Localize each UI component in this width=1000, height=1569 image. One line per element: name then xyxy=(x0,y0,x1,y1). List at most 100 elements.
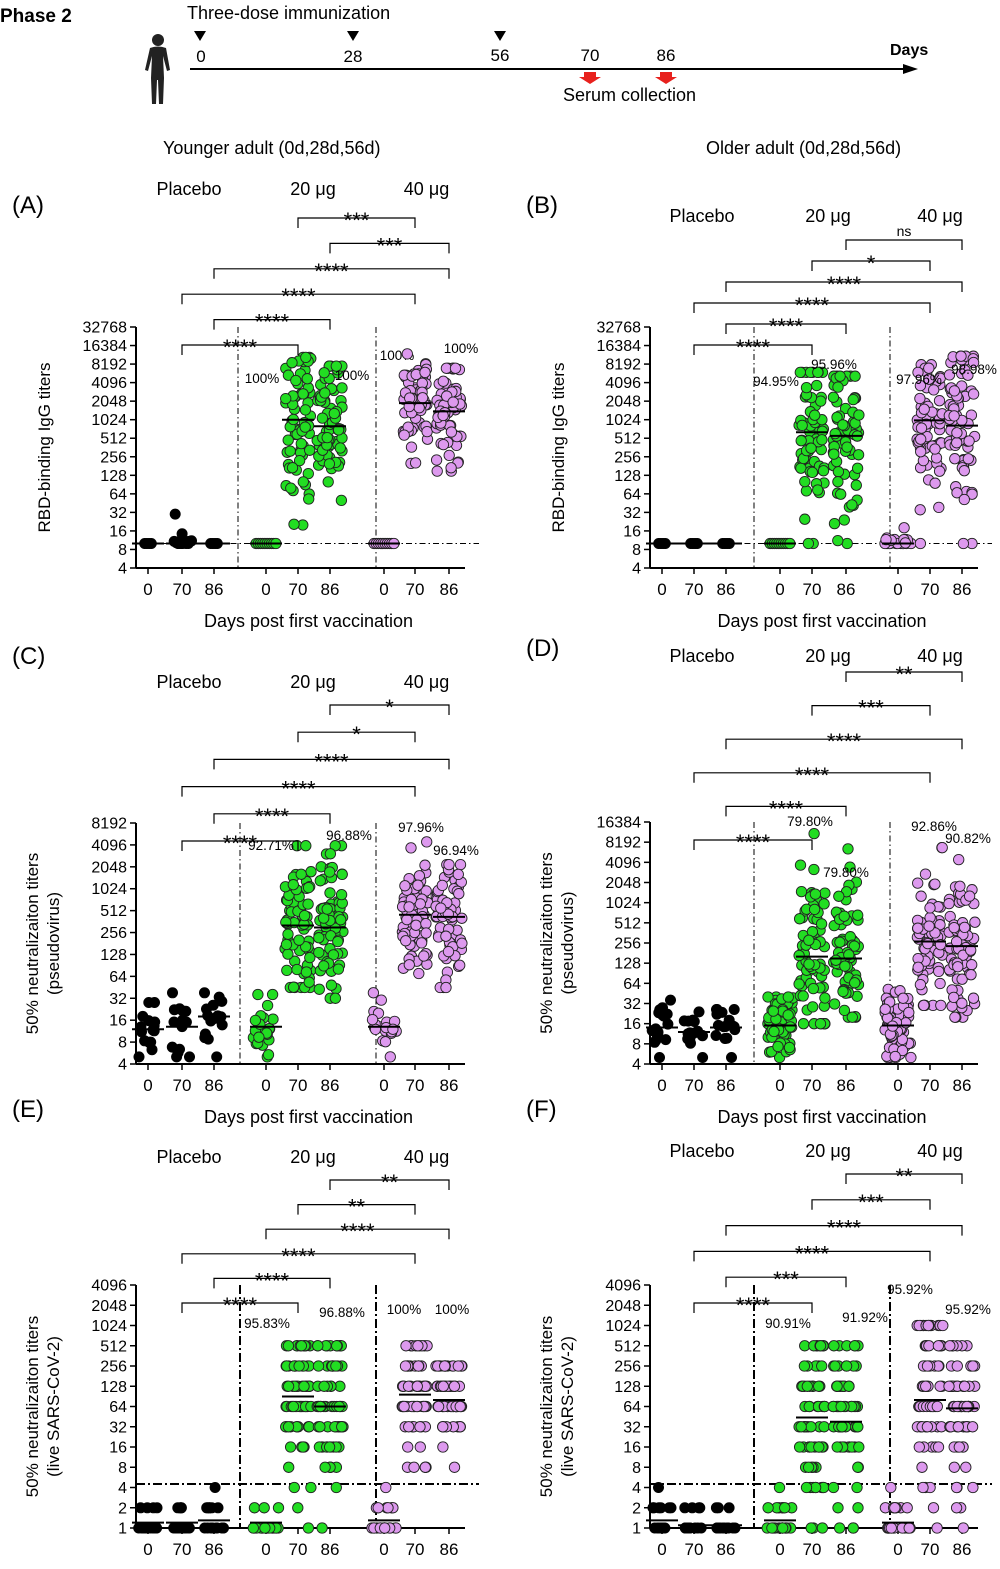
data-point xyxy=(330,1360,342,1372)
data-point xyxy=(943,897,955,910)
y-tick-label: 4096 xyxy=(91,837,127,854)
bracket-line xyxy=(725,1276,847,1288)
panel-label: (E) xyxy=(12,1096,44,1123)
bracket-line xyxy=(297,731,416,743)
data-point xyxy=(837,419,849,431)
data-point xyxy=(209,1012,221,1024)
significance-label: **** xyxy=(223,831,258,856)
data-series xyxy=(710,1003,742,1064)
data-point xyxy=(819,992,831,1004)
data-point xyxy=(935,999,947,1012)
data-point xyxy=(413,870,426,882)
data-series xyxy=(761,1481,798,1534)
data-point xyxy=(948,385,961,397)
seroconversion-rate-label: 79.80% xyxy=(787,814,833,829)
data-point xyxy=(282,434,294,446)
bracket-line xyxy=(725,805,847,817)
seroconversion-rate-label: 100% xyxy=(387,1302,422,1317)
data-series: 79.80% xyxy=(823,843,869,1023)
data-point xyxy=(174,1043,186,1055)
y-axis-title: 50% neutralizaiton titers xyxy=(23,1316,42,1497)
data-point xyxy=(806,466,818,479)
data-point xyxy=(768,1025,780,1038)
seroconversion-rate-label: 92.71% xyxy=(248,838,294,853)
data-point xyxy=(832,1502,844,1514)
y-tick-label: 8192 xyxy=(605,357,641,374)
y-tick-label: 256 xyxy=(614,936,641,953)
x-tick-label: 0 xyxy=(261,1540,270,1559)
data-point xyxy=(367,987,380,999)
data-point xyxy=(831,1441,843,1453)
data-point xyxy=(853,1441,865,1453)
data-point xyxy=(831,1380,843,1392)
x-tick-label: 86 xyxy=(440,1076,459,1095)
y-tick-label: 16 xyxy=(623,1016,641,1033)
data-series xyxy=(366,987,402,1063)
y-tick-label: 128 xyxy=(100,947,127,964)
data-point xyxy=(843,1380,855,1392)
data-point xyxy=(321,903,333,915)
data-point xyxy=(944,1340,956,1352)
data-point xyxy=(795,435,807,447)
significance-bracket: *** xyxy=(297,208,416,233)
data-point xyxy=(660,1034,672,1046)
data-point xyxy=(300,966,313,978)
group-label: 40 μg xyxy=(404,1147,449,1167)
bracket-line xyxy=(213,758,450,770)
significance-bracket: **** xyxy=(693,293,931,318)
data-point xyxy=(416,392,429,404)
data-point xyxy=(848,940,860,952)
data-point xyxy=(297,476,309,488)
significance-label: **** xyxy=(223,335,258,360)
data-point xyxy=(897,992,909,1004)
data-point xyxy=(847,393,859,406)
data-point xyxy=(298,909,311,922)
data-point xyxy=(901,1502,913,1514)
data-point xyxy=(834,936,846,948)
data-point xyxy=(803,958,815,970)
data-point xyxy=(948,410,960,422)
data-point xyxy=(400,1340,412,1352)
significance-label: * xyxy=(867,251,876,276)
data-point xyxy=(917,1481,929,1494)
data-point xyxy=(912,961,924,973)
data-point xyxy=(794,859,807,871)
data-point xyxy=(440,930,452,942)
significance-label: **** xyxy=(736,335,771,360)
data-point xyxy=(147,1502,159,1514)
y-tick-label: 512 xyxy=(614,915,641,932)
data-point xyxy=(432,1400,445,1413)
data-point xyxy=(431,465,443,477)
x-tick-label: 70 xyxy=(921,1076,940,1095)
bracket-line xyxy=(181,344,299,355)
data-point xyxy=(252,988,264,1001)
data-point xyxy=(287,879,299,891)
data-point xyxy=(835,1400,847,1413)
significance-label: *** xyxy=(858,696,884,721)
data-point xyxy=(843,949,855,961)
data-point xyxy=(410,919,422,931)
panel-e: (E) Placebo 20 μg 40 μg 1 2 4 8 16 32 64 128 256 512 1… xyxy=(12,1096,479,1559)
data-point xyxy=(409,457,422,469)
significance-bracket: **** xyxy=(693,335,813,360)
x-tick-label: 70 xyxy=(406,580,425,599)
data-point xyxy=(838,910,850,922)
x-tick-label: 86 xyxy=(837,1076,856,1095)
y-tick-label: 256 xyxy=(100,925,127,942)
y-tick-label: 8192 xyxy=(605,835,641,852)
group-label: 40 μg xyxy=(404,672,449,692)
seroconversion-rate-label: 100% xyxy=(335,368,370,383)
data-point xyxy=(793,949,805,962)
data-point xyxy=(915,446,927,458)
data-point xyxy=(302,1522,315,1534)
data-series: 100% xyxy=(245,371,282,550)
data-point xyxy=(658,1010,670,1022)
significance-bracket: **** xyxy=(725,272,963,297)
y-axis-subtitle: (live SARS-CoV-2) xyxy=(558,1336,577,1477)
y-tick-label: 128 xyxy=(100,468,127,485)
x-tick-label: 70 xyxy=(173,1540,192,1559)
group-label: 40 μg xyxy=(917,1141,962,1161)
data-point xyxy=(958,465,970,477)
y-axis-subtitle: (pseudovirus) xyxy=(44,892,63,995)
data-point xyxy=(852,1461,864,1473)
